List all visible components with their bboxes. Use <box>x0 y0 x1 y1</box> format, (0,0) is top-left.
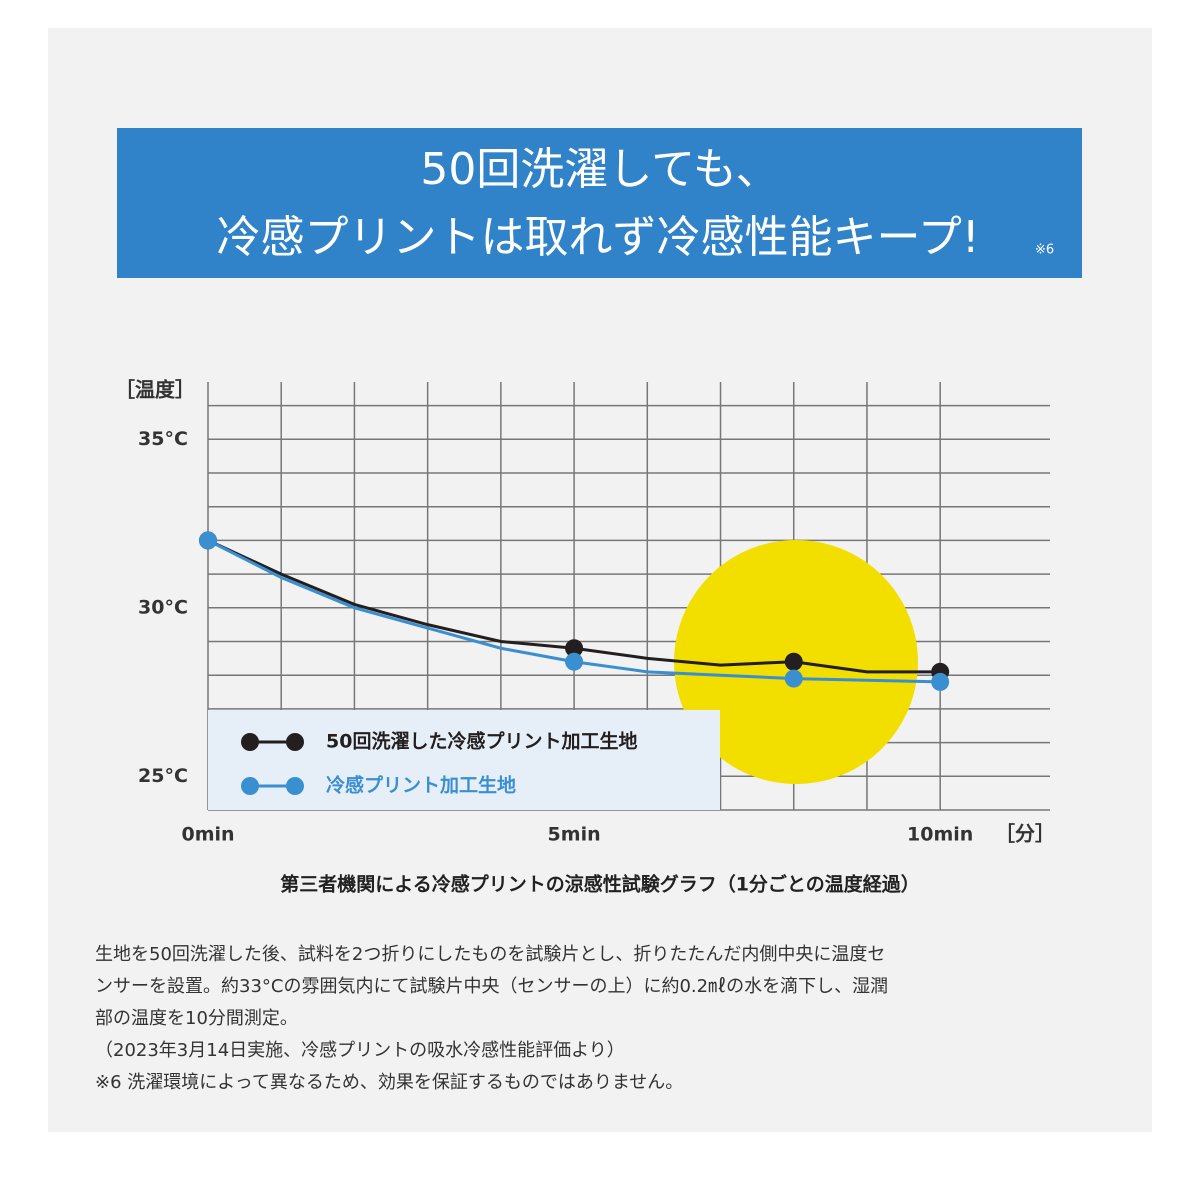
legend-marker <box>241 777 259 795</box>
x-tick-label: 10min <box>907 824 973 846</box>
legend-label: 冷感プリント加工生地 <box>326 774 516 797</box>
note-line: 生地を50回洗濯した後、試料を2つ折りにしたものを試験片とし、折りたたんだ内側中… <box>95 944 885 965</box>
y-tick-label: 25°C <box>138 765 188 787</box>
note-line: ※6 洗濯環境によって異なるため、効果を保証するものではありません。 <box>95 1072 683 1093</box>
title-line: 50回洗濯しても、 <box>420 144 779 195</box>
marker <box>784 669 803 688</box>
legend-marker <box>241 733 259 751</box>
caption: 第三者機関による冷感プリントの涼感性試験グラフ（1分ごとの温度経過） <box>280 873 919 896</box>
title-note: ※6 <box>1035 243 1054 258</box>
legend-label: 50回洗濯した冷感プリント加工生地 <box>326 730 637 753</box>
note-line: （2023年3月14日実施、冷感プリントの吸水冷感性能評価より） <box>95 1040 625 1061</box>
note-line: 部の温度を10分間測定。 <box>95 1008 298 1029</box>
y-tick-label: 35°C <box>138 428 188 450</box>
marker <box>784 652 803 671</box>
x-tick-label: 5min <box>548 824 601 846</box>
note-line: ンサーを設置。約33°Cの雰囲気内にて試験片中央（センサーの上）に約0.2㎖の水… <box>95 976 888 997</box>
x-axis-label: ［分］ <box>995 822 1055 846</box>
y-axis-label: ［温度］ <box>115 378 195 402</box>
x-tick-label: 0min <box>181 824 234 846</box>
marker <box>199 531 217 550</box>
legend-marker <box>286 777 304 795</box>
title-line: 冷感プリントは取れず冷感性能キープ! <box>217 212 980 263</box>
legend-marker <box>286 733 304 751</box>
marker <box>565 652 584 671</box>
y-tick-label: 30°C <box>138 596 188 618</box>
notes: 生地を50回洗濯した後、試料を2つ折りにしたものを試験片とし、折りたたんだ内側中… <box>95 944 888 1093</box>
marker <box>931 672 950 691</box>
banner <box>117 128 1082 278</box>
marker <box>565 639 584 658</box>
